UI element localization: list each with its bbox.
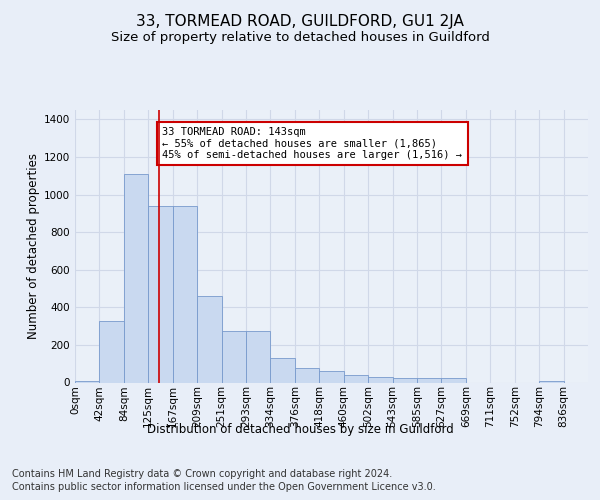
Bar [124, 174, 148, 382]
Bar [344, 375, 368, 382]
Bar [368, 377, 392, 382]
Bar [100, 322, 124, 382]
Bar [319, 371, 344, 382]
Bar [539, 380, 563, 382]
Bar [271, 358, 295, 382]
Bar [75, 381, 100, 382]
Text: Contains HM Land Registry data © Crown copyright and database right 2024.: Contains HM Land Registry data © Crown c… [12, 469, 392, 479]
Bar [295, 368, 319, 382]
Text: 33 TORMEAD ROAD: 143sqm
← 55% of detached houses are smaller (1,865)
45% of semi: 33 TORMEAD ROAD: 143sqm ← 55% of detache… [163, 127, 463, 160]
Bar [417, 378, 442, 382]
Text: Contains public sector information licensed under the Open Government Licence v3: Contains public sector information licen… [12, 482, 436, 492]
Bar [221, 331, 246, 382]
Text: Distribution of detached houses by size in Guildford: Distribution of detached houses by size … [146, 422, 454, 436]
Bar [246, 331, 271, 382]
Text: 33, TORMEAD ROAD, GUILDFORD, GU1 2JA: 33, TORMEAD ROAD, GUILDFORD, GU1 2JA [136, 14, 464, 29]
Y-axis label: Number of detached properties: Number of detached properties [27, 153, 40, 339]
Text: Size of property relative to detached houses in Guildford: Size of property relative to detached ho… [110, 31, 490, 44]
Bar [392, 378, 417, 382]
Bar [197, 296, 221, 382]
Bar [442, 378, 466, 382]
Bar [173, 206, 197, 382]
Bar [148, 206, 173, 382]
